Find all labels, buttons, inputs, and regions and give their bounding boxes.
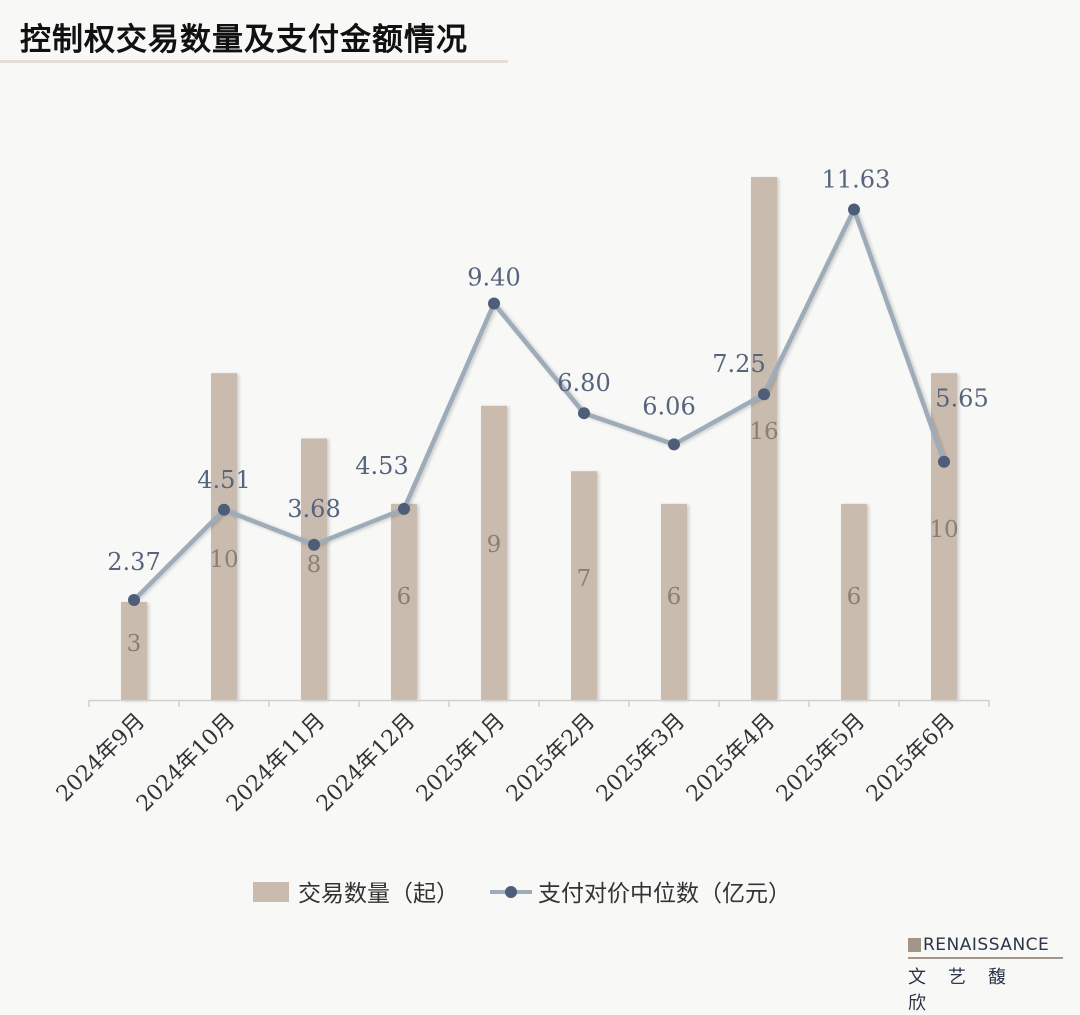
x-tick-label: 2025年1月 [412, 709, 510, 807]
bar-data-label: 6 [847, 584, 862, 610]
x-tick-label: 2025年4月 [682, 709, 780, 807]
line-marker [398, 502, 410, 515]
title-divider [0, 60, 508, 63]
legend-bar-label: 交易数量（起） [298, 881, 459, 907]
line-marker [308, 538, 320, 551]
line-data-label: 9.40 [467, 264, 520, 292]
bar-data-label: 10 [209, 547, 238, 573]
bar [931, 373, 957, 700]
logo-divider [908, 957, 1063, 959]
bar [571, 471, 597, 700]
bar-data-label: 7 [577, 566, 592, 592]
bar-data-label: 8 [307, 552, 322, 578]
line-marker [578, 407, 590, 420]
line-data-label: 3.68 [287, 495, 340, 523]
legend-line-marker [505, 886, 517, 898]
bar-data-label: 9 [487, 532, 502, 558]
line-marker [668, 438, 680, 451]
line-marker [128, 594, 140, 607]
line-data-label: 6.80 [557, 369, 610, 397]
line-marker [938, 455, 950, 468]
line-data-label: 6.06 [642, 392, 695, 420]
bar-data-label: 16 [749, 419, 778, 445]
line-data-label: 2.37 [107, 548, 160, 576]
legend-line-label: 支付对价中位数（亿元） [538, 881, 791, 907]
x-tick-label: 2025年3月 [592, 709, 690, 807]
bar-data-label: 10 [929, 517, 958, 543]
bar [301, 438, 327, 700]
bar [481, 405, 507, 700]
bar [121, 601, 147, 700]
bar [391, 503, 417, 700]
bar [751, 177, 777, 700]
logo-en: RENAISSANCE [923, 935, 1050, 955]
line-data-label: 7.25 [712, 350, 765, 378]
logo-cn: 文艺馥欣 [908, 967, 1028, 1014]
bar [661, 503, 687, 700]
legend-bar-swatch [253, 882, 289, 902]
line-marker [218, 503, 230, 516]
bar-data-label: 6 [397, 584, 412, 610]
x-tick-label: 2025年2月 [502, 709, 600, 807]
x-tick-label: 2025年5月 [772, 709, 870, 807]
bar-data-label: 3 [127, 631, 142, 657]
x-tick-label: 2024年9月 [52, 709, 150, 807]
line-data-label: 4.53 [355, 452, 408, 480]
chart-title: 控制权交易数量及支付金额情况 [20, 22, 468, 58]
logo-mark-icon [908, 938, 921, 952]
line-marker [848, 203, 860, 216]
line-data-label: 4.51 [197, 466, 250, 494]
line-data-label: 5.65 [935, 385, 988, 413]
bar [841, 503, 867, 700]
line-series [132, 207, 947, 602]
line-marker [488, 297, 500, 310]
x-tick-label: 2025年6月 [862, 709, 960, 807]
brand-logo: RENAISSANCE 文艺馥欣 [908, 935, 1063, 1015]
bar-data-label: 6 [667, 584, 682, 610]
bar [211, 373, 237, 700]
line-marker [758, 388, 770, 401]
line-data-label: 11.63 [822, 165, 891, 193]
